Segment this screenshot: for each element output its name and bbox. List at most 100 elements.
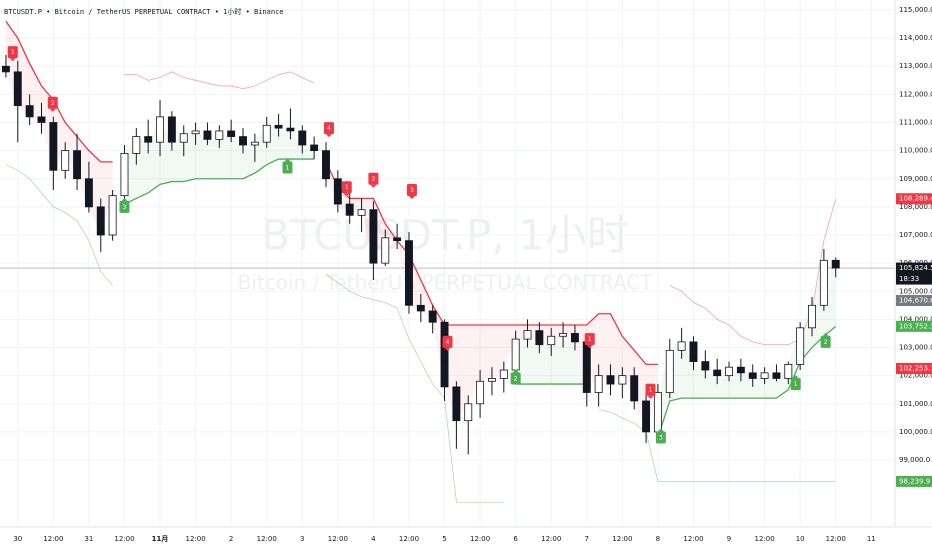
candle-body: [464, 403, 473, 422]
signal-label: 3: [123, 204, 127, 211]
signal-label: 1: [11, 49, 15, 56]
signal-pointer: [9, 58, 16, 62]
price-label-box: [896, 295, 932, 307]
candle-body: [1, 65, 10, 73]
candle-body: [772, 372, 781, 379]
price-label-box: [896, 363, 932, 375]
signal-badge: 2: [368, 172, 379, 188]
x-tick-label: 12:00: [683, 535, 703, 543]
candle-body: [215, 130, 224, 140]
header: BTCUSDT.P • Bitcoin / TetherUS PERPETUAL…: [4, 7, 284, 16]
candle-body: [689, 341, 698, 362]
x-tick-label: 12:00: [186, 535, 206, 543]
signal-box: [7, 46, 18, 59]
signal-badge: 2: [47, 96, 58, 112]
candle-body: [167, 116, 176, 143]
candle-body: [369, 209, 378, 264]
signal-badge: 4: [323, 122, 334, 138]
signal-pointer: [586, 345, 593, 349]
signal-badge: 1: [584, 333, 595, 349]
signal-label: 4: [446, 339, 450, 346]
candle-body: [357, 209, 366, 216]
trail-line: [5, 20, 658, 366]
candle-body: [440, 321, 449, 388]
candle-body: [594, 375, 603, 393]
x-tick-label: 12:00: [755, 535, 775, 543]
plot: 1 2 3 1 4 1 2 3 4 2 1 1 3 1 2: [0, 0, 895, 525]
y-tick-label: 108,000.0: [899, 203, 932, 211]
candle-body: [784, 363, 793, 379]
candle-body: [345, 203, 354, 216]
candle-body: [713, 369, 722, 377]
signal-box: [655, 431, 666, 444]
candle-body: [748, 372, 757, 379]
x-tick-label: 12:00: [612, 535, 632, 543]
signal-pointer: [325, 134, 332, 138]
trail-line: [124, 158, 837, 438]
candle-body: [760, 372, 769, 379]
candle-body: [37, 116, 46, 123]
x-tick-label: 10: [796, 535, 805, 543]
signal-pointer: [49, 108, 56, 112]
price-label-box: [896, 320, 932, 332]
price-label: 105,824.5: [899, 264, 932, 272]
y-tick-label: 100,000.0: [899, 428, 932, 436]
candle-body: [286, 127, 295, 132]
y-tick-label: 113,000.0: [899, 62, 932, 70]
candle-body: [156, 116, 164, 143]
signal-badge: 3: [406, 184, 417, 200]
signal-label: 1: [345, 184, 349, 191]
signal-badge: 3: [655, 428, 666, 444]
signal-pointer: [647, 395, 654, 399]
candle-body: [96, 206, 105, 236]
y-tick-label: 110,000.0: [899, 147, 932, 155]
candle-body: [535, 330, 544, 346]
price-label: 103,752.3: [899, 322, 932, 330]
x-tick-label: 11月: [152, 535, 169, 543]
x-tick-label: 12:00: [826, 535, 846, 543]
x-tick-label: 8: [656, 535, 660, 543]
x-tick-label: 31: [84, 535, 93, 543]
signal-label: 2: [51, 100, 55, 107]
x-tick-label: 12:00: [257, 535, 277, 543]
signal-box: [584, 333, 595, 346]
signal-box: [368, 172, 379, 185]
signal-pointer: [512, 369, 519, 373]
watermark-subtitle: Bitcoin / TetherUS PERPETUAL CONTRACT: [238, 271, 653, 295]
price-label: 98,239.9: [899, 477, 930, 485]
x-tick-label: 5: [442, 535, 446, 543]
candle-body: [606, 375, 615, 385]
signal-pointer: [370, 184, 377, 188]
signal-box: [282, 161, 293, 174]
x-tick-label: 12:00: [43, 535, 63, 543]
x-tick-label: 30: [13, 535, 22, 543]
signal-pointer: [822, 332, 829, 336]
x-tick-label: 12:00: [541, 535, 561, 543]
x-tick-label: 11: [867, 535, 876, 543]
signal-badge: 1: [7, 46, 18, 62]
candle-body: [333, 178, 342, 205]
signal-box: [442, 335, 453, 348]
y-tick-label: 99,000.0: [899, 456, 930, 464]
candle-body: [476, 380, 485, 405]
signal-label: 2: [371, 176, 375, 183]
candle-body: [487, 378, 496, 382]
candle-body: [108, 195, 117, 236]
y-tick-label: 101,000.0: [899, 400, 932, 408]
signal-badge: 2: [510, 369, 521, 385]
signal-pointer: [657, 428, 664, 432]
candle-body: [322, 150, 330, 180]
signal-badge: 1: [645, 383, 656, 399]
candle-body: [203, 130, 212, 140]
candle-body: [642, 400, 651, 433]
signal-label: 1: [286, 164, 290, 171]
candle-body: [796, 327, 805, 365]
candle-body: [274, 124, 283, 129]
y-tick-label: 102,000.0: [899, 372, 932, 380]
signal-box: [47, 96, 58, 109]
candle-body: [298, 130, 307, 146]
signal-label: 3: [659, 435, 663, 442]
x-tick-label: 12:00: [114, 535, 134, 543]
x-tick-label: 12:00: [470, 535, 490, 543]
x-tick-label: 2: [229, 535, 233, 543]
